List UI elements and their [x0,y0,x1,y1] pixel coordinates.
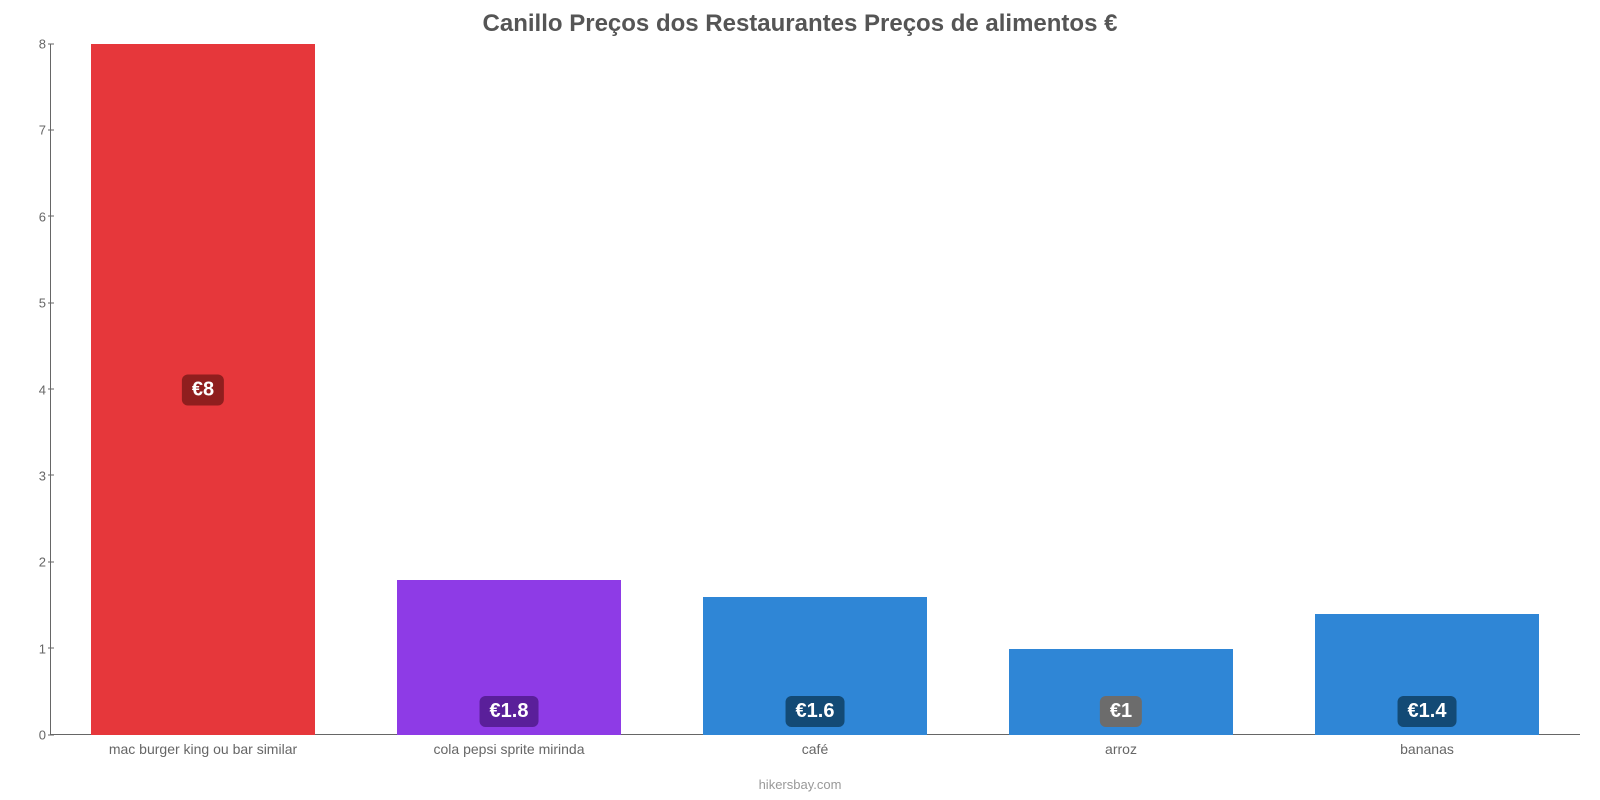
y-tick-label: 0 [39,728,46,743]
y-tick-label: 7 [39,123,46,138]
bar-banana: €1.4 [1315,614,1538,735]
x-label-banana: bananas [1274,741,1580,777]
x-label-arroz: arroz [968,741,1274,777]
y-tick: 0 [39,728,46,743]
bar-value-label: €1 [1100,696,1142,727]
x-label-cola: cola pepsi sprite mirinda [356,741,662,777]
price-chart: Canillo Preços dos Restaurantes Preços d… [0,0,1600,800]
x-axis-labels: mac burger king ou bar similarcola pepsi… [50,741,1580,777]
bar-slot-cola: €1.8 [356,44,662,735]
plot-area: 012345678 €8€1.8€1.6€1€1.4 [50,44,1580,735]
y-tick-label: 2 [39,555,46,570]
bar-cola: €1.8 [397,580,620,735]
bar-arroz: €1 [1009,649,1232,735]
y-tick: 7 [39,123,46,138]
bar-cafe: €1.6 [703,597,926,735]
chart-title: Canillo Preços dos Restaurantes Preços d… [0,0,1600,44]
bar-slot-mac: €8 [50,44,356,735]
y-tick-label: 8 [39,37,46,52]
y-tick-label: 6 [39,209,46,224]
bar-slot-cafe: €1.6 [662,44,968,735]
y-tick-label: 3 [39,468,46,483]
y-tick: 8 [39,37,46,52]
bar-mac: €8 [91,44,314,735]
bar-value-label: €8 [182,374,224,405]
bar-slot-arroz: €1 [968,44,1274,735]
y-tick-label: 1 [39,641,46,656]
bar-slot-banana: €1.4 [1274,44,1580,735]
y-tick: 4 [39,382,46,397]
bar-value-label: €1.4 [1398,696,1457,727]
y-axis: 012345678 [18,44,50,735]
y-tick-label: 4 [39,382,46,397]
attribution-text: hikersbay.com [0,777,1600,800]
x-label-mac: mac burger king ou bar similar [50,741,356,777]
y-tick: 3 [39,468,46,483]
x-label-cafe: café [662,741,968,777]
y-tick: 1 [39,641,46,656]
y-tick: 2 [39,555,46,570]
y-tick: 5 [39,296,46,311]
y-tick-label: 5 [39,296,46,311]
y-tick: 6 [39,209,46,224]
bars-container: €8 €1.8 €1.6 €1 €1.4 [50,44,1580,735]
bar-value-label: €1.6 [786,696,845,727]
bar-value-label: €1.8 [480,696,539,727]
